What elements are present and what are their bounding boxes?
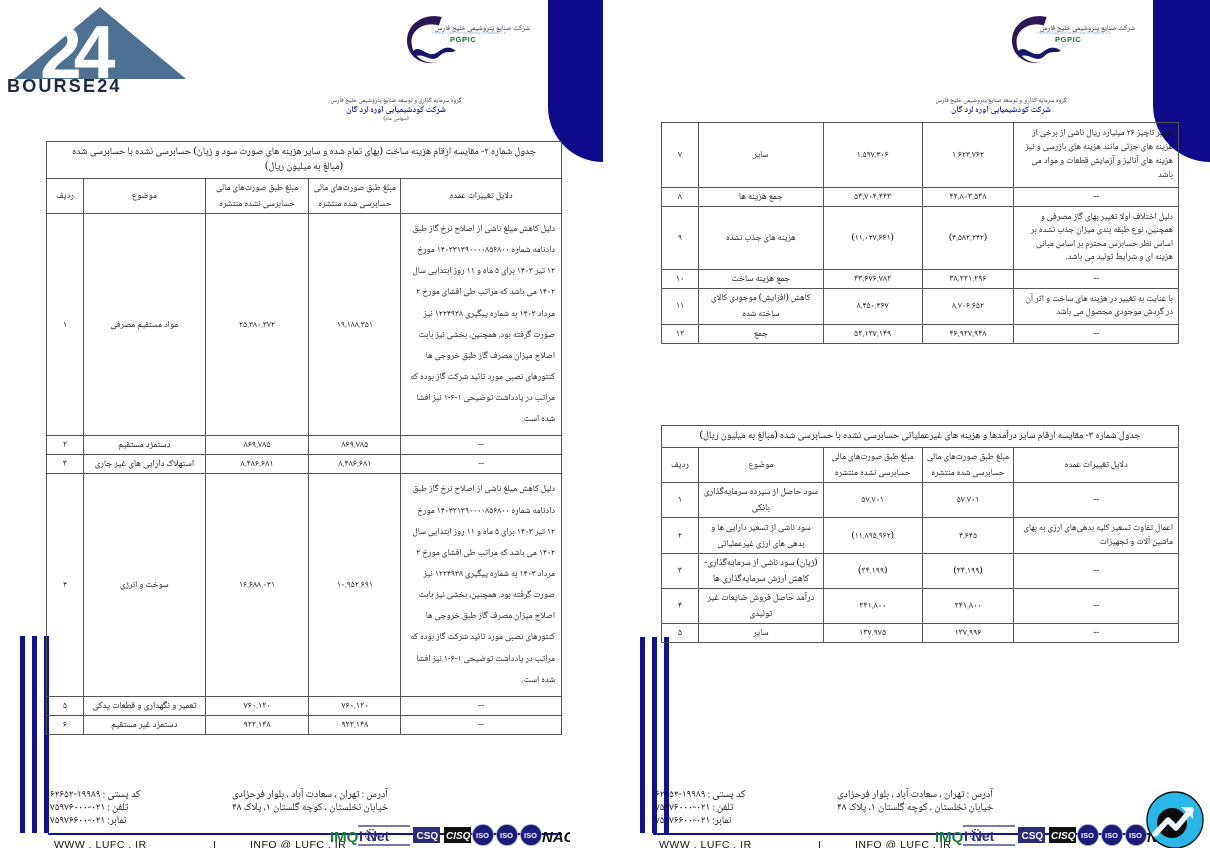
svg-text:CISQ: CISQ — [446, 831, 471, 842]
svg-text:ISO: ISO — [1129, 831, 1142, 840]
svg-text:I Net: I Net — [359, 828, 390, 844]
svg-text:ISO: ISO — [524, 831, 537, 840]
svg-text:CSQ: CSQ — [1022, 831, 1044, 842]
svg-text:CSQ: CSQ — [417, 831, 439, 842]
svg-text:IMQ: IMQ — [935, 829, 964, 846]
svg-text:IMQ: IMQ — [330, 829, 359, 846]
svg-text:ISO: ISO — [500, 831, 513, 840]
svg-text:NACI: NACI — [542, 829, 570, 846]
svg-text:CISQ: CISQ — [1051, 831, 1076, 842]
svg-text:I Net: I Net — [964, 828, 995, 844]
svg-text:ISO: ISO — [1081, 831, 1094, 840]
svg-text:ISO: ISO — [1105, 831, 1118, 840]
svg-text:ISO: ISO — [476, 831, 489, 840]
